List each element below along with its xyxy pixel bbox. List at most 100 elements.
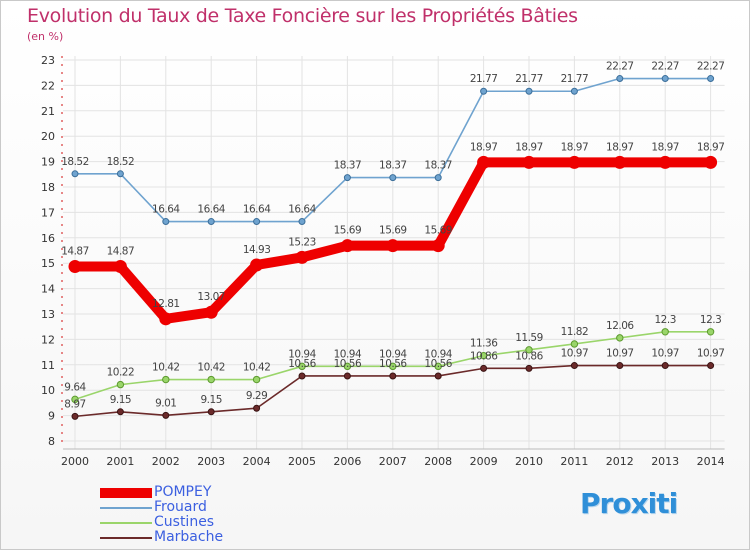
data-label-marbache: 10.97	[697, 348, 725, 360]
data-label-pompey: 14.87	[107, 246, 135, 258]
data-label-frouard: 22.27	[606, 61, 634, 73]
data-label-marbache: 10.97	[606, 348, 634, 360]
data-label-pompey: 15.69	[334, 225, 362, 237]
data-point-frouard	[162, 218, 170, 226]
data-point-frouard	[661, 75, 669, 83]
data-label-pompey: 18.97	[561, 141, 589, 153]
data-label-pompey: 15.69	[424, 225, 452, 237]
legend-swatch-custines	[100, 522, 152, 524]
legend-label-marbache: Marbache	[154, 529, 224, 545]
y-tick-label: 19	[41, 156, 55, 169]
data-label-marbache: 10.56	[379, 358, 407, 370]
x-tick-label: 2004	[243, 455, 271, 468]
data-label-marbache: 10.56	[288, 358, 316, 370]
y-tick-label: 16	[41, 232, 55, 245]
data-point-pompey	[340, 239, 354, 253]
data-point-marbache	[253, 404, 261, 412]
data-point-marbache	[434, 372, 442, 380]
data-point-marbache	[525, 364, 533, 372]
proxiti-logo: Proxiti	[580, 487, 678, 520]
data-label-pompey: 14.93	[243, 244, 271, 256]
data-point-custines	[252, 375, 261, 384]
data-point-custines	[616, 334, 624, 342]
data-point-pompey	[658, 155, 672, 169]
legend-label-custines: Custines	[154, 514, 215, 530]
data-point-pompey	[295, 250, 309, 264]
data-label-pompey: 12.81	[152, 298, 180, 310]
x-tick-label: 2003	[197, 455, 225, 468]
data-point-custines	[162, 375, 170, 384]
data-label-frouard: 16.64	[243, 204, 271, 216]
y-tick-label: 17	[41, 206, 55, 219]
x-tick-label: 2010	[515, 455, 543, 468]
data-point-custines	[116, 380, 125, 389]
legend-swatch-frouard	[100, 507, 152, 509]
data-label-frouard: 18.37	[334, 160, 362, 172]
y-tick-label: 13	[41, 308, 55, 321]
data-point-marbache	[343, 372, 351, 380]
data-point-marbache	[480, 364, 488, 372]
data-point-frouard	[707, 75, 715, 83]
data-point-pompey	[250, 258, 264, 272]
data-point-marbache	[116, 408, 124, 416]
x-tick-label: 2012	[606, 455, 634, 468]
data-point-frouard	[343, 174, 351, 182]
data-label-frouard: 21.77	[470, 73, 498, 85]
data-point-marbache	[570, 362, 578, 370]
data-point-marbache	[661, 362, 669, 370]
y-tick-label: 10	[41, 384, 55, 397]
data-point-frouard	[525, 87, 533, 95]
data-label-custines: 10.94	[379, 348, 407, 360]
legend-label-frouard: Frouard	[154, 499, 207, 515]
data-label-custines: 10.22	[107, 367, 135, 379]
y-tick-label: 23	[41, 54, 55, 67]
data-label-marbache: 9.01	[155, 397, 176, 409]
data-label-custines: 10.42	[197, 362, 225, 374]
data-label-pompey: 15.23	[288, 236, 316, 248]
data-label-marbache: 10.56	[424, 358, 452, 370]
y-tick-label: 11	[41, 359, 55, 372]
data-label-custines: 12.3	[700, 314, 721, 326]
data-label-pompey: 15.69	[379, 225, 407, 237]
data-label-marbache: 9.29	[246, 390, 267, 402]
data-point-pompey	[204, 305, 218, 319]
data-point-frouard	[298, 218, 306, 226]
data-point-frouard	[570, 87, 578, 95]
data-label-custines: 11.36	[470, 338, 498, 350]
data-point-frouard	[116, 170, 124, 178]
data-point-custines	[207, 375, 215, 384]
x-tick-label: 2006	[333, 455, 361, 468]
data-point-custines	[343, 362, 352, 371]
data-label-frouard: 21.77	[561, 73, 589, 85]
data-point-custines	[570, 340, 579, 348]
x-tick-label: 2014	[697, 455, 725, 468]
data-point-custines	[71, 395, 79, 404]
chart-title: Evolution du Taux de Taxe Foncière sur l…	[27, 5, 578, 27]
data-point-pompey	[68, 260, 82, 274]
data-point-custines	[479, 351, 488, 360]
data-label-frouard: 16.64	[197, 204, 225, 216]
data-point-custines	[706, 328, 715, 336]
data-point-pompey	[159, 312, 173, 326]
data-point-pompey	[386, 239, 400, 253]
x-tick-label: 2007	[379, 455, 407, 468]
data-point-frouard	[71, 170, 79, 178]
data-label-pompey: 14.87	[61, 246, 89, 258]
x-tick-label: 2005	[288, 455, 316, 468]
data-label-marbache: 9.15	[110, 394, 131, 406]
data-label-marbache: 9.15	[201, 394, 222, 406]
data-label-frouard: 18.37	[424, 160, 452, 172]
data-label-marbache: 10.97	[651, 348, 679, 360]
data-label-frouard: 22.27	[697, 61, 725, 73]
data-point-pompey	[113, 260, 127, 274]
y-tick-label: 21	[41, 105, 55, 118]
y-tick-label: 20	[41, 130, 55, 143]
x-tick-label: 2008	[424, 455, 452, 468]
legend-swatch-pompey	[100, 488, 152, 498]
data-label-marbache: 8.97	[64, 398, 85, 410]
x-tick-label: 2002	[152, 455, 180, 468]
data-label-marbache: 10.86	[515, 350, 543, 362]
data-label-custines: 10.42	[243, 362, 271, 374]
x-tick-label: 2009	[470, 455, 498, 468]
